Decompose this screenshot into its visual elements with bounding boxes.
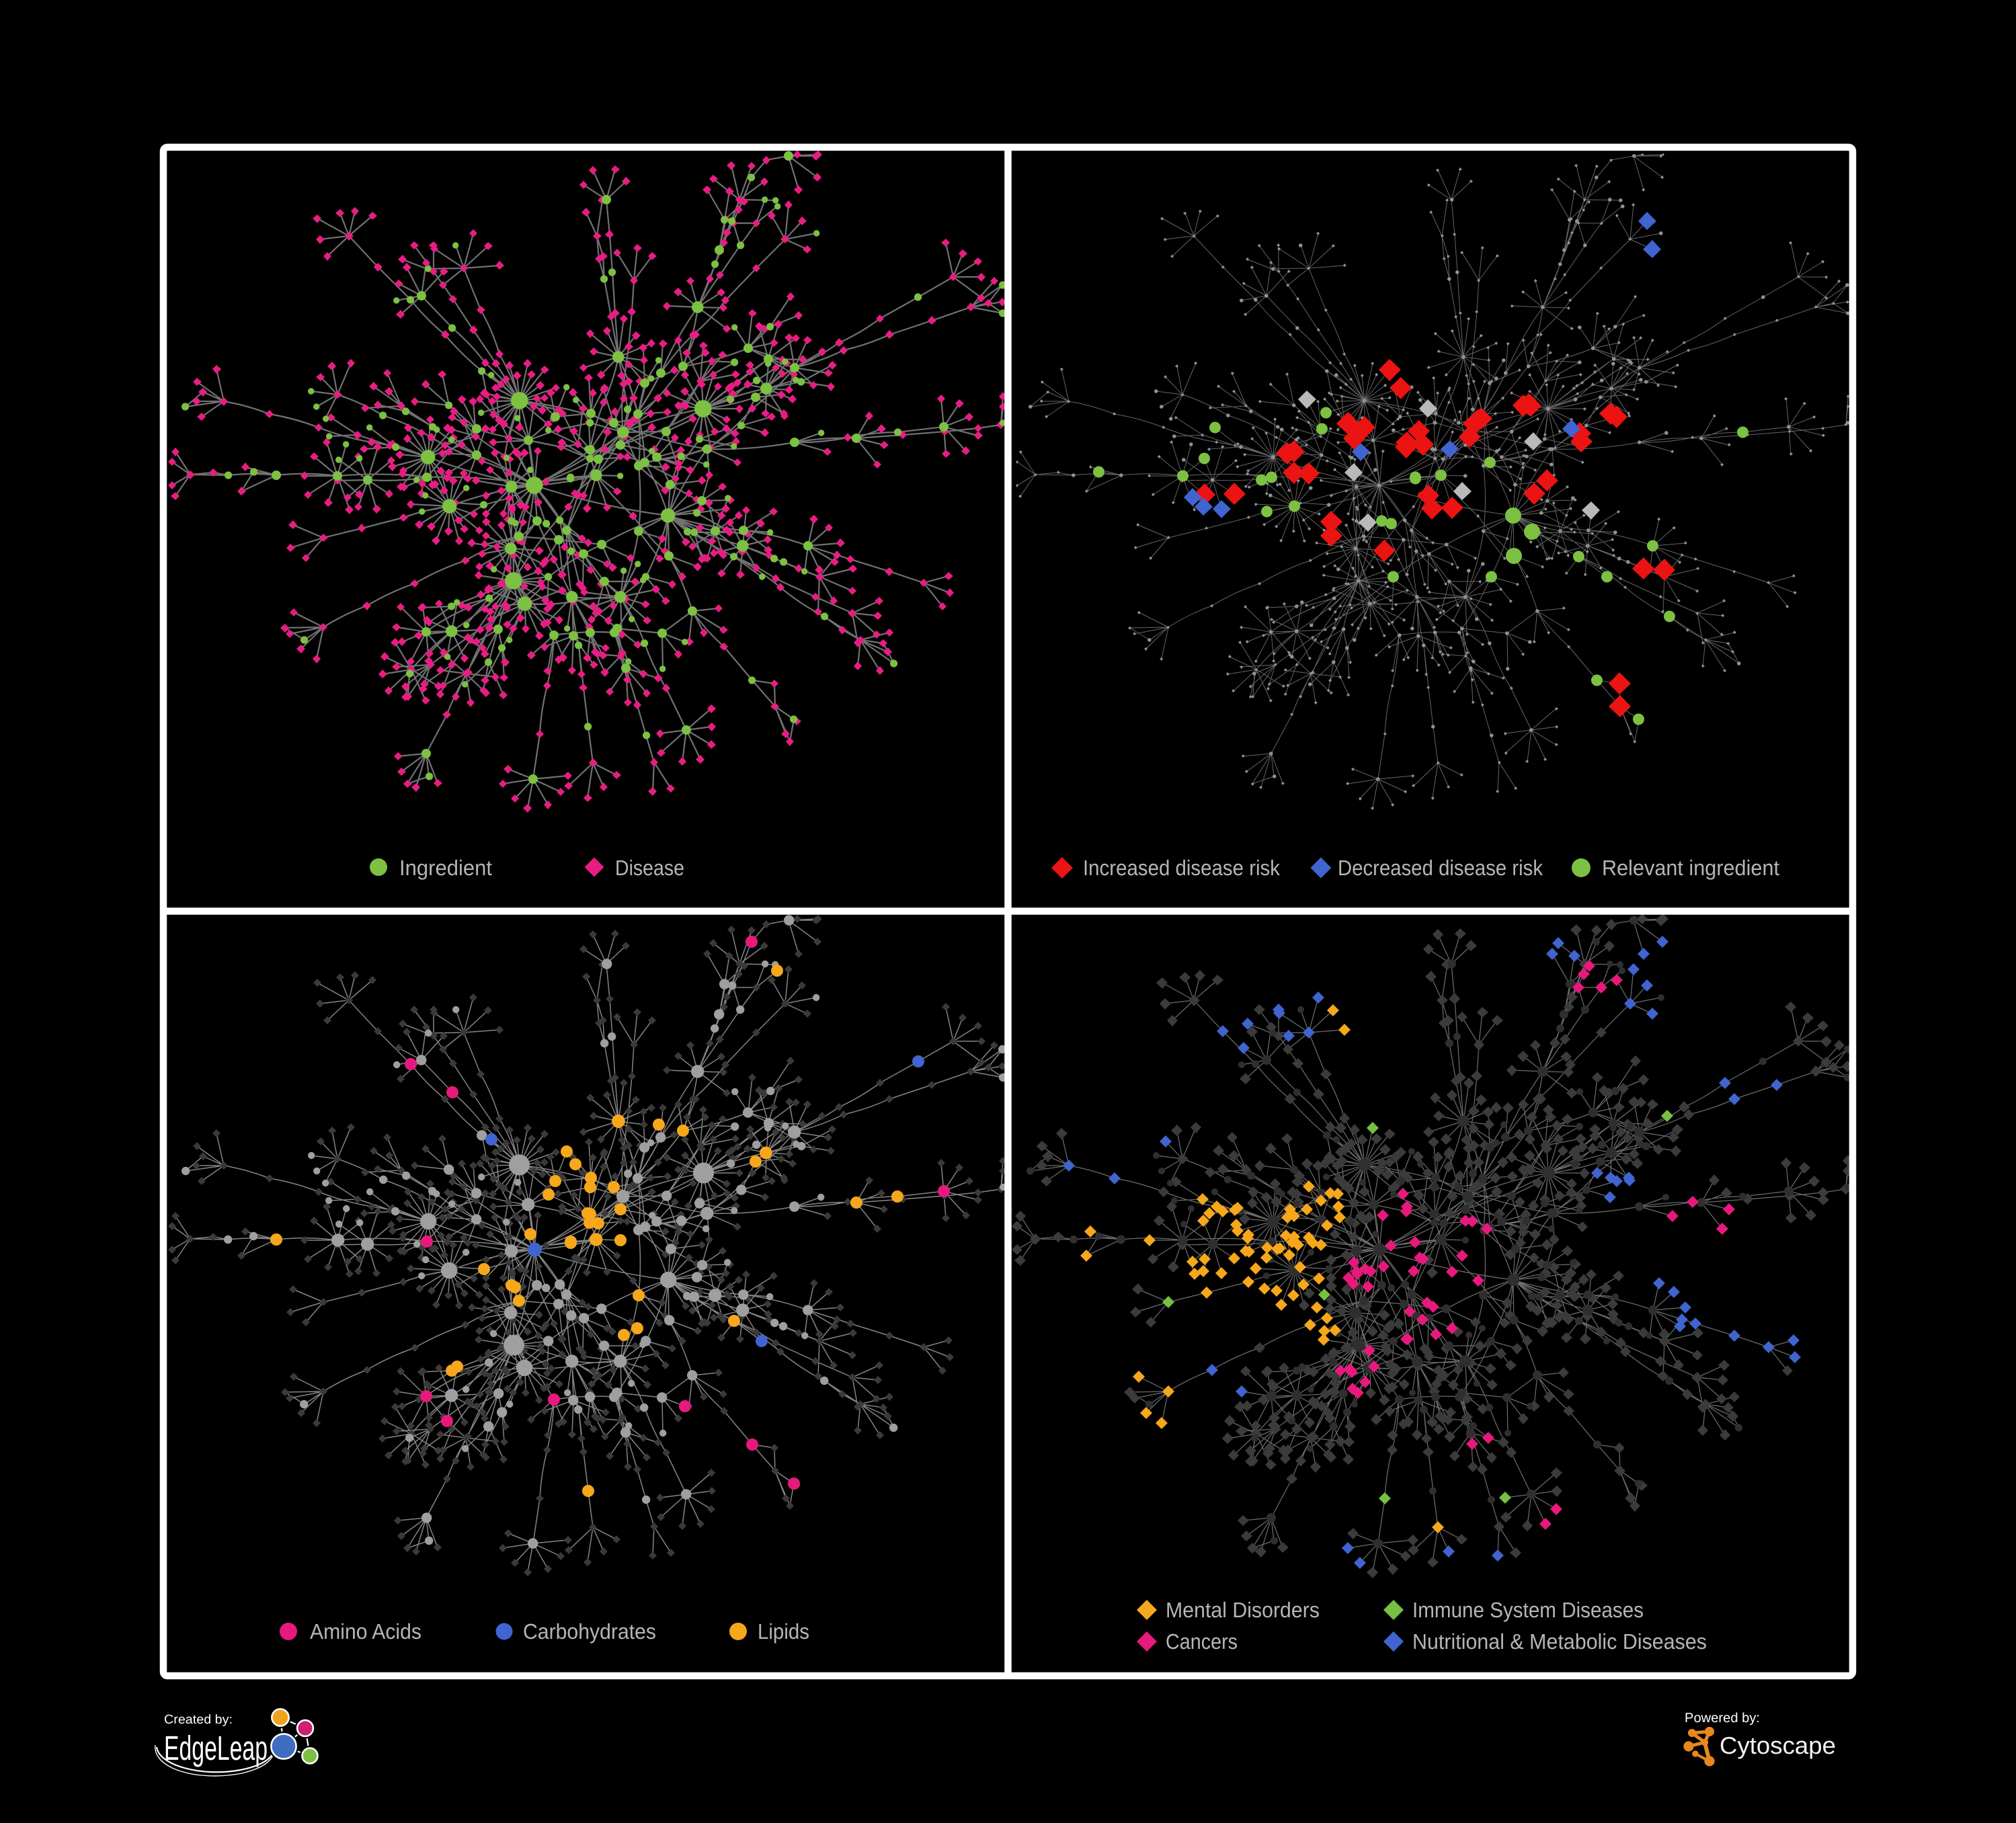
svg-text:Amino Acids: Amino Acids	[310, 1619, 421, 1644]
svg-text:Lipids: Lipids	[758, 1619, 809, 1644]
svg-text:Created by:: Created by:	[164, 1713, 233, 1727]
svg-text:Nutritional & Metabolic Diseas: Nutritional & Metabolic Diseases	[1412, 1629, 1707, 1654]
svg-text:Ingredient: Ingredient	[399, 856, 492, 880]
svg-text:Immune System Diseases: Immune System Diseases	[1412, 1598, 1644, 1622]
svg-text:EdgeLeap: EdgeLeap	[164, 1729, 268, 1767]
svg-text:Disease: Disease	[615, 856, 684, 880]
svg-text:Relevant ingredient: Relevant ingredient	[1602, 856, 1779, 880]
svg-text:Carbohydrates: Carbohydrates	[523, 1619, 656, 1644]
svg-text:Increased disease risk: Increased disease risk	[1083, 856, 1281, 880]
svg-text:Decreased disease risk: Decreased disease risk	[1338, 856, 1543, 880]
svg-text:Cytoscape: Cytoscape	[1720, 1732, 1836, 1759]
svg-text:Cancers: Cancers	[1166, 1629, 1238, 1654]
svg-text:Powered by:: Powered by:	[1685, 1711, 1760, 1726]
svg-text:Mental Disorders: Mental Disorders	[1166, 1598, 1320, 1622]
